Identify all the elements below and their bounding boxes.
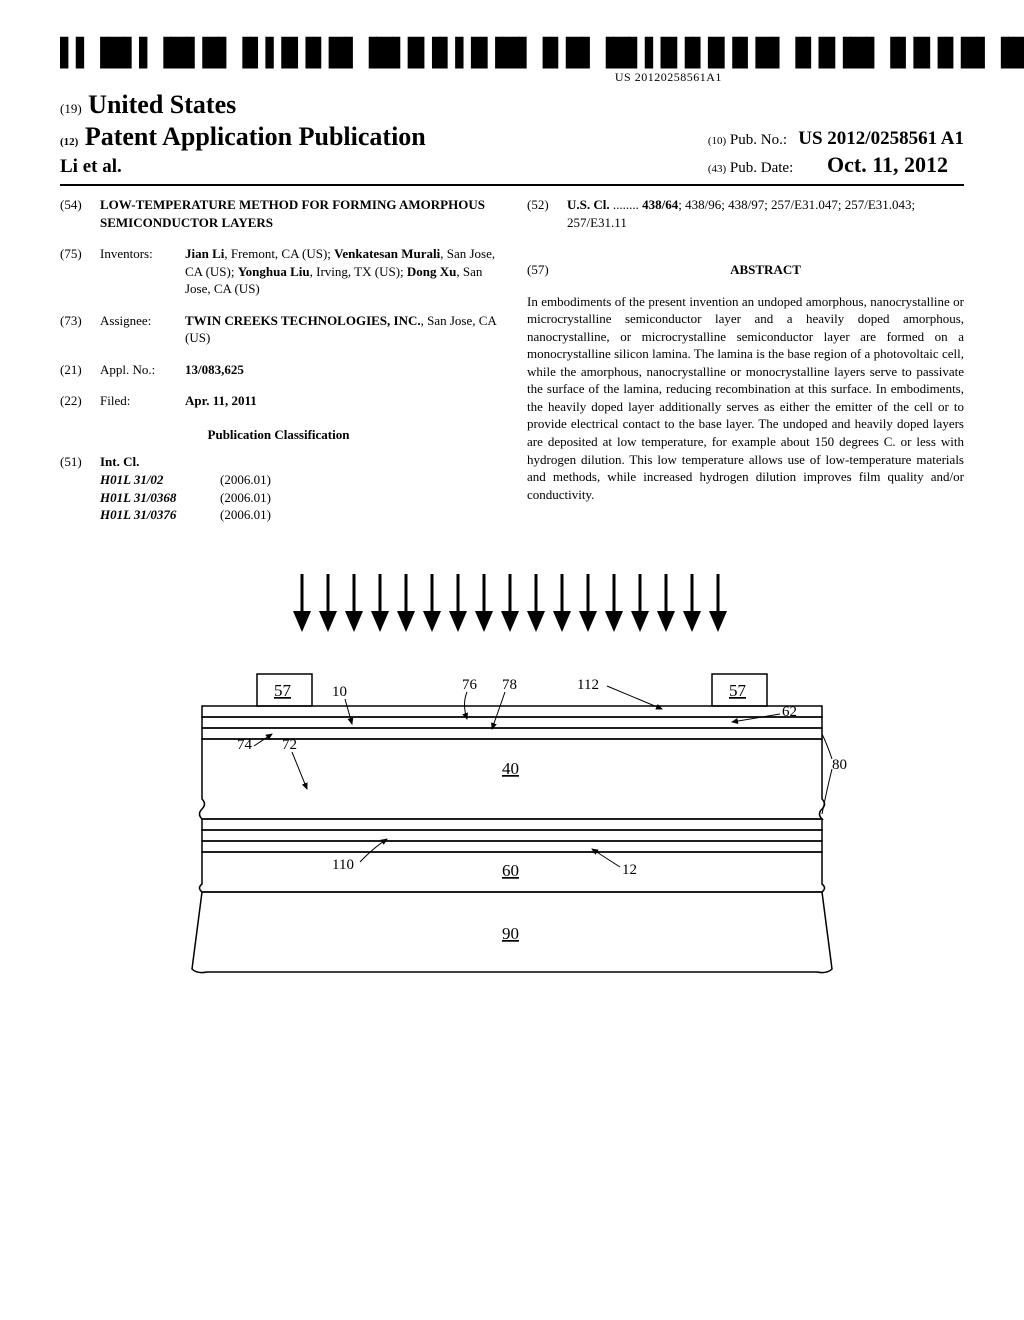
- code-54: (54): [60, 196, 90, 231]
- code-10: (10): [708, 135, 726, 147]
- intcl-code-0: H01L 31/02: [100, 471, 220, 489]
- label-60: 60: [502, 861, 519, 880]
- code-75: (75): [60, 245, 90, 298]
- code-21: (21): [60, 361, 90, 379]
- title-text: LOW-TEMPERATURE METHOD FOR FORMING AMORP…: [100, 196, 497, 231]
- intcl-year-1: (2006.01): [220, 489, 271, 507]
- title-block: (54) LOW-TEMPERATURE METHOD FOR FORMING …: [60, 196, 497, 231]
- inventors-value: Jian Li, Fremont, CA (US); Venkatesan Mu…: [185, 245, 497, 298]
- code-51: (51): [60, 453, 90, 523]
- filed-value: Apr. 11, 2011: [185, 392, 497, 410]
- authors: Li et al.: [60, 156, 426, 178]
- intcl-line-0: H01L 31/02 (2006.01): [100, 471, 271, 489]
- label-74: 74: [237, 737, 253, 753]
- label-57b: 57: [729, 681, 747, 700]
- abstract-text: In embodiments of the present invention …: [527, 293, 964, 504]
- label-80: 80: [832, 757, 847, 773]
- label-110: 110: [332, 857, 354, 873]
- intcl-label: Int. Cl.: [100, 453, 271, 471]
- right-column: (52) U.S. Cl. ........ 438/64; 438/96; 4…: [527, 196, 964, 524]
- code-43: (43): [708, 163, 726, 175]
- code-52: (52): [527, 196, 557, 231]
- country: United States: [88, 90, 236, 119]
- pubno-label: Pub. No.:: [730, 132, 787, 148]
- pubdate: Oct. 11, 2012: [827, 152, 948, 177]
- code-19: (19): [60, 101, 82, 116]
- barcode: ▌▌▐█▌▌▐█▌█▌▐▌▌█▐▌█▌▐█▌█▐▌▌█▐█▌▐▌█▌▐█▌▌█▐…: [60, 40, 1024, 85]
- label-112: 112: [577, 677, 599, 693]
- label-76: 76: [462, 677, 478, 693]
- left-column: (54) LOW-TEMPERATURE METHOD FOR FORMING …: [60, 196, 497, 524]
- document-header: (19) United States (12) Patent Applicati…: [60, 90, 964, 186]
- inventors-row: (75) Inventors: Jian Li, Fremont, CA (US…: [60, 245, 497, 298]
- filed-label: Filed:: [100, 392, 175, 410]
- filed-row: (22) Filed: Apr. 11, 2011: [60, 392, 497, 410]
- body-columns: (54) LOW-TEMPERATURE METHOD FOR FORMING …: [60, 196, 964, 524]
- abstract-header: (57) ABSTRACT: [527, 261, 964, 279]
- intcl-year-0: (2006.01): [220, 471, 271, 489]
- figure-svg: 57 57 40 60 90 10 76 78 112 62 74: [132, 574, 892, 994]
- abstract-heading: ABSTRACT: [567, 261, 964, 279]
- figure: 57 57 40 60 90 10 76 78 112 62 74: [60, 574, 964, 999]
- intcl-line-1: H01L 31/0368 (2006.01): [100, 489, 271, 507]
- uscl-row: (52) U.S. Cl. ........ 438/64; 438/96; 4…: [527, 196, 964, 231]
- code-73: (73): [60, 312, 90, 347]
- code-22: (22): [60, 392, 90, 410]
- uscl-dots: ........: [613, 197, 639, 212]
- pubdate-label: Pub. Date:: [730, 160, 793, 176]
- header-right: (10) Pub. No.: US 2012/0258561 A1 (43) P…: [708, 126, 964, 178]
- pubclass-heading: Publication Classification: [60, 426, 497, 444]
- uscl-body: U.S. Cl. ........ 438/64; 438/96; 438/97…: [567, 196, 964, 231]
- label-72: 72: [282, 737, 297, 753]
- uscl-label: U.S. Cl.: [567, 197, 610, 212]
- assignee-row: (73) Assignee: TWIN CREEKS TECHNOLOGIES,…: [60, 312, 497, 347]
- barcode-text: US 20120258561A1: [60, 70, 1024, 85]
- label-90: 90: [502, 924, 519, 943]
- intcl-year-2: (2006.01): [220, 506, 271, 524]
- assignee-value: TWIN CREEKS TECHNOLOGIES, INC., San Jose…: [185, 312, 497, 347]
- radiation-arrows: [302, 574, 718, 629]
- country-line: (19) United States: [60, 90, 426, 120]
- inventors-label: Inventors:: [100, 245, 175, 298]
- label-40: 40: [502, 759, 519, 778]
- barcode-bars: ▌▌▐█▌▌▐█▌█▌▐▌▌█▐▌█▌▐█▌█▐▌▌█▐█▌▐▌█▌▐█▌▌█▐…: [60, 40, 1024, 68]
- label-10: 10: [332, 684, 347, 700]
- pubno-line: (10) Pub. No.: US 2012/0258561 A1: [708, 128, 964, 150]
- intcl-code-1: H01L 31/0368: [100, 489, 220, 507]
- pubdate-line: (43) Pub. Date: Oct. 11, 2012: [708, 152, 964, 178]
- label-57a: 57: [274, 681, 292, 700]
- intcl-body: Int. Cl. H01L 31/02 (2006.01) H01L 31/03…: [100, 453, 271, 523]
- label-78: 78: [502, 677, 517, 693]
- pubtype-line: (12) Patent Application Publication: [60, 122, 426, 152]
- header-left: (19) United States (12) Patent Applicati…: [60, 90, 426, 178]
- applno-row: (21) Appl. No.: 13/083,625: [60, 361, 497, 379]
- label-12: 12: [622, 862, 637, 878]
- applno-value: 13/083,625: [185, 361, 497, 379]
- code-57: (57): [527, 261, 557, 279]
- label-62: 62: [782, 704, 797, 720]
- code-12: (12): [60, 136, 78, 148]
- pubno: US 2012/0258561 A1: [798, 128, 964, 149]
- assignee-label: Assignee:: [100, 312, 175, 347]
- intcl-row: (51) Int. Cl. H01L 31/02 (2006.01) H01L …: [60, 453, 497, 523]
- intcl-code-2: H01L 31/0376: [100, 506, 220, 524]
- barcode-area: ▌▌▐█▌▌▐█▌█▌▐▌▌█▐▌█▌▐█▌█▐▌▌█▐█▌▐▌█▌▐█▌▌█▐…: [60, 40, 964, 86]
- applno-label: Appl. No.:: [100, 361, 175, 379]
- publication-type: Patent Application Publication: [85, 122, 426, 151]
- intcl-line-2: H01L 31/0376 (2006.01): [100, 506, 271, 524]
